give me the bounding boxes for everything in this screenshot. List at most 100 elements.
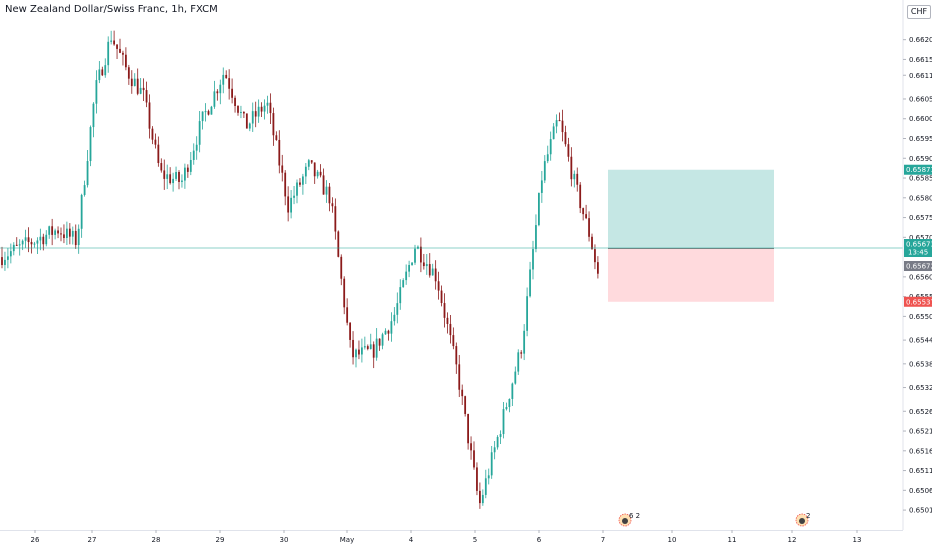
candle-body[interactable] <box>428 264 431 276</box>
candle-body[interactable] <box>275 135 278 140</box>
candle-body[interactable] <box>543 161 546 181</box>
candle-body[interactable] <box>411 262 413 266</box>
candle-body[interactable] <box>597 262 599 274</box>
candle-body[interactable] <box>570 156 573 180</box>
candle-body[interactable] <box>487 475 490 479</box>
candle-body[interactable] <box>496 436 499 448</box>
candle-body[interactable] <box>163 170 166 179</box>
candle-body[interactable] <box>526 296 528 331</box>
candle-body[interactable] <box>523 330 526 354</box>
candle-body[interactable] <box>449 323 452 336</box>
candle-body[interactable] <box>24 237 27 241</box>
candle-body[interactable] <box>470 443 472 451</box>
candle-body[interactable] <box>588 218 590 237</box>
candle-body[interactable] <box>358 349 360 355</box>
candle-body[interactable] <box>511 383 514 399</box>
candle-body[interactable] <box>319 171 322 176</box>
candle-body[interactable] <box>349 322 351 340</box>
candle-body[interactable] <box>591 236 593 250</box>
candle-body[interactable] <box>27 237 30 243</box>
candle-body[interactable] <box>325 186 328 195</box>
candle-body[interactable] <box>245 113 248 129</box>
candle-body[interactable] <box>567 144 570 157</box>
candle-body[interactable] <box>532 249 534 270</box>
candle-body[interactable] <box>328 186 331 204</box>
candle-body[interactable] <box>452 335 455 347</box>
candle-body[interactable] <box>86 161 89 186</box>
candle-body[interactable] <box>420 246 422 263</box>
candle-body[interactable] <box>113 40 115 45</box>
candle-body[interactable] <box>157 144 160 164</box>
candle-body[interactable] <box>80 194 83 229</box>
candle-body[interactable] <box>461 389 464 397</box>
candle-body[interactable] <box>455 346 458 365</box>
candle-body[interactable] <box>15 244 18 246</box>
candle-body[interactable] <box>192 150 195 160</box>
candle-body[interactable] <box>184 167 186 181</box>
candle-body[interactable] <box>139 87 142 94</box>
candle-body[interactable] <box>122 52 124 55</box>
candle-body[interactable] <box>352 339 354 358</box>
candle-body[interactable] <box>434 268 437 282</box>
candle-body[interactable] <box>74 230 77 246</box>
candle-body[interactable] <box>476 467 478 491</box>
candle-body[interactable] <box>425 264 428 267</box>
candle-body[interactable] <box>251 111 254 124</box>
candle-body[interactable] <box>21 240 24 245</box>
candle-body[interactable] <box>585 214 587 219</box>
candle-body[interactable] <box>387 330 390 334</box>
candle-body[interactable] <box>304 166 307 177</box>
candle-body[interactable] <box>390 321 393 334</box>
candle-body[interactable] <box>30 242 33 245</box>
candle-body[interactable] <box>458 364 461 390</box>
candle-body[interactable] <box>269 102 272 114</box>
candle-body[interactable] <box>290 197 292 213</box>
candle-body[interactable] <box>502 409 505 435</box>
candle-body[interactable] <box>195 144 198 151</box>
candle-body[interactable] <box>517 352 520 372</box>
candle-body[interactable] <box>201 111 204 122</box>
candle-body[interactable] <box>552 126 555 140</box>
candle-body[interactable] <box>213 91 216 107</box>
candle-body[interactable] <box>54 230 56 235</box>
candle-body[interactable] <box>178 171 180 182</box>
candle-body[interactable] <box>281 165 284 173</box>
candle-body[interactable] <box>4 259 6 266</box>
candle-body[interactable] <box>278 139 281 166</box>
candle-body[interactable] <box>9 251 12 257</box>
candle-body[interactable] <box>77 228 80 246</box>
candle-body[interactable] <box>92 103 95 128</box>
candle-body[interactable] <box>372 344 375 358</box>
candle-body[interactable] <box>63 234 65 239</box>
candle-body[interactable] <box>107 41 110 66</box>
candle-body[interactable] <box>210 106 213 115</box>
candle-body[interactable] <box>172 178 174 184</box>
candle-body[interactable] <box>243 111 245 114</box>
candle-body[interactable] <box>396 303 399 315</box>
candle-body[interactable] <box>39 236 42 241</box>
candle-body[interactable] <box>133 78 136 87</box>
candle-body[interactable] <box>299 182 301 185</box>
target-zone[interactable] <box>608 169 774 249</box>
candle-body[interactable] <box>266 102 269 106</box>
currency-badge[interactable]: CHF <box>907 5 931 19</box>
candle-body[interactable] <box>257 106 260 117</box>
candle-body[interactable] <box>222 74 225 85</box>
event-marker[interactable]: 6 2 <box>618 512 640 527</box>
candle-body[interactable] <box>36 240 39 244</box>
candle-body[interactable] <box>151 128 154 140</box>
candle-body[interactable] <box>104 65 107 76</box>
candle-body[interactable] <box>399 287 402 304</box>
candle-body[interactable] <box>446 317 449 324</box>
candle-body[interactable] <box>48 226 51 235</box>
candle-body[interactable] <box>181 180 183 182</box>
candle-body[interactable] <box>248 123 251 129</box>
candle-body[interactable] <box>437 281 440 291</box>
candle-body[interactable] <box>142 87 145 91</box>
candle-body[interactable] <box>343 278 346 308</box>
candle-body[interactable] <box>237 105 239 113</box>
candle-body[interactable] <box>204 111 207 113</box>
candle-body[interactable] <box>101 69 104 76</box>
candle-body[interactable] <box>520 352 523 354</box>
